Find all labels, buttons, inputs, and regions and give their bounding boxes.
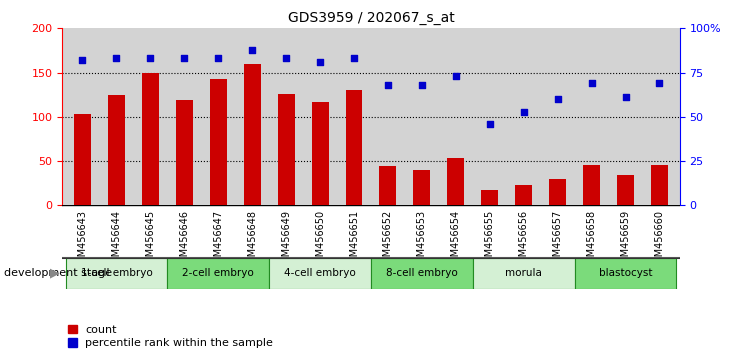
Text: 4-cell embryo: 4-cell embryo	[284, 268, 356, 279]
Text: GSM456654: GSM456654	[451, 210, 461, 269]
Text: GSM456651: GSM456651	[349, 210, 359, 269]
Text: GSM456648: GSM456648	[247, 210, 257, 269]
Text: GSM456660: GSM456660	[654, 210, 664, 269]
Bar	[311, 102, 328, 205]
Text: GSM456657: GSM456657	[553, 210, 563, 269]
Point	[620, 95, 632, 100]
Bar	[176, 100, 193, 205]
Point	[450, 73, 462, 79]
Bar	[414, 170, 431, 205]
Text: GSM456644: GSM456644	[111, 210, 121, 269]
Point	[314, 59, 326, 65]
Bar	[473, 258, 575, 289]
Text: 8-cell embryo: 8-cell embryo	[386, 268, 458, 279]
Text: 1-cell embryo: 1-cell embryo	[80, 268, 152, 279]
Text: GSM456659: GSM456659	[621, 210, 631, 269]
Bar	[66, 258, 167, 289]
Text: GSM456658: GSM456658	[586, 210, 596, 269]
Bar	[583, 166, 600, 205]
Text: GSM456650: GSM456650	[315, 210, 325, 269]
Text: GSM456645: GSM456645	[145, 210, 156, 269]
Bar	[371, 258, 473, 289]
Text: blastocyst: blastocyst	[599, 268, 652, 279]
Text: GSM456653: GSM456653	[417, 210, 427, 269]
Bar	[515, 185, 532, 205]
Point	[654, 80, 665, 86]
Text: GSM456652: GSM456652	[383, 210, 393, 269]
Text: development stage: development stage	[4, 268, 112, 278]
Point	[145, 56, 156, 61]
Point	[246, 47, 258, 52]
Point	[416, 82, 428, 88]
Bar	[549, 179, 566, 205]
Text: GSM456649: GSM456649	[281, 210, 291, 269]
Title: GDS3959 / 202067_s_at: GDS3959 / 202067_s_at	[287, 11, 455, 24]
Point	[484, 121, 496, 127]
Text: GSM456656: GSM456656	[519, 210, 529, 269]
Point	[213, 56, 224, 61]
Bar	[142, 73, 159, 205]
Text: GSM456655: GSM456655	[485, 210, 495, 269]
Text: ▶: ▶	[50, 267, 60, 280]
Bar	[108, 95, 125, 205]
Point	[552, 96, 564, 102]
Bar	[269, 258, 371, 289]
Legend: count, percentile rank within the sample: count, percentile rank within the sample	[68, 325, 273, 348]
Bar	[575, 258, 676, 289]
Bar	[278, 94, 295, 205]
Text: GSM456647: GSM456647	[213, 210, 223, 269]
Bar	[346, 90, 363, 205]
Point	[518, 109, 529, 114]
Bar	[651, 166, 668, 205]
Bar	[379, 166, 396, 205]
Bar	[167, 258, 269, 289]
Point	[382, 82, 394, 88]
Point	[348, 56, 360, 61]
Bar	[74, 114, 91, 205]
Bar	[617, 175, 634, 205]
Text: GSM456643: GSM456643	[77, 210, 88, 269]
Text: 2-cell embryo: 2-cell embryo	[182, 268, 254, 279]
Point	[178, 56, 190, 61]
Text: GSM456646: GSM456646	[179, 210, 189, 269]
Bar	[481, 190, 499, 205]
Bar	[447, 159, 464, 205]
Text: morula: morula	[505, 268, 542, 279]
Point	[77, 57, 88, 63]
Point	[280, 56, 292, 61]
Bar	[243, 64, 261, 205]
Point	[586, 80, 597, 86]
Bar	[210, 79, 227, 205]
Point	[110, 56, 122, 61]
